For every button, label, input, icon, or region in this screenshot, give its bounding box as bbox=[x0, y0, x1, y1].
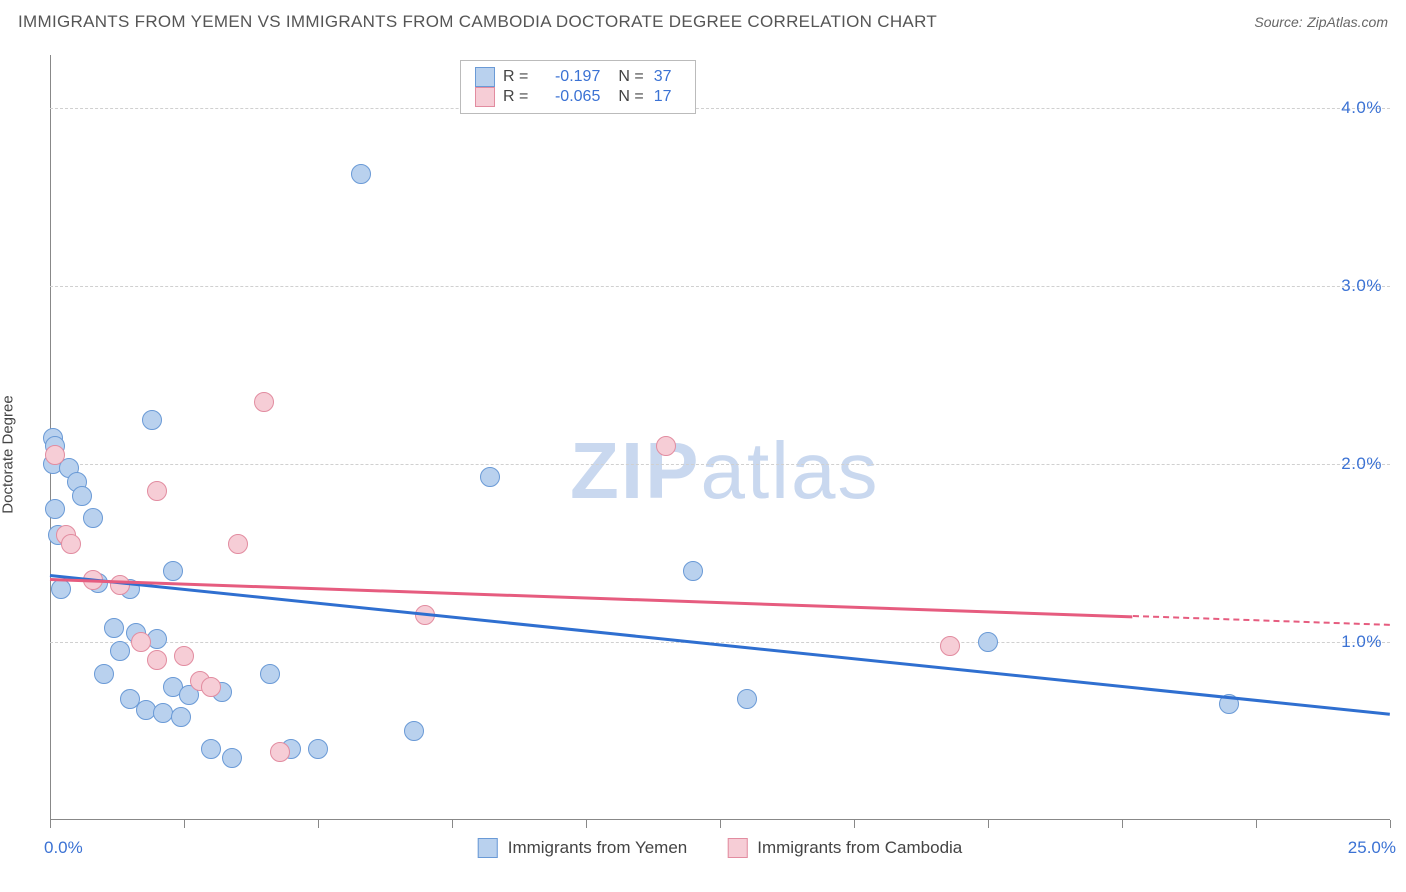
data-point bbox=[201, 677, 221, 697]
data-point bbox=[683, 561, 703, 581]
data-point bbox=[131, 632, 151, 652]
data-point bbox=[147, 481, 167, 501]
trend-line bbox=[50, 574, 1390, 715]
data-point bbox=[83, 508, 103, 528]
correlation-legend: R = -0.197 N = 37 R = -0.065 N = 17 bbox=[460, 60, 696, 114]
x-tick bbox=[586, 820, 587, 828]
x-tick bbox=[318, 820, 319, 828]
series-legend: Immigrants from Yemen Immigrants from Cam… bbox=[478, 838, 963, 858]
n-value: 37 bbox=[654, 68, 672, 86]
gridline bbox=[50, 286, 1390, 287]
data-point bbox=[228, 534, 248, 554]
watermark: ZIPatlas bbox=[570, 425, 879, 517]
r-label: R = bbox=[503, 88, 528, 106]
x-tick bbox=[50, 820, 51, 828]
x-tick bbox=[1256, 820, 1257, 828]
data-point bbox=[254, 392, 274, 412]
data-point bbox=[940, 636, 960, 656]
legend-row: R = -0.065 N = 17 bbox=[475, 87, 681, 107]
data-point bbox=[104, 618, 124, 638]
data-point bbox=[404, 721, 424, 741]
data-point bbox=[94, 664, 114, 684]
data-point bbox=[110, 641, 130, 661]
r-label: R = bbox=[503, 68, 528, 86]
data-point bbox=[260, 664, 280, 684]
x-tick bbox=[1122, 820, 1123, 828]
data-point bbox=[351, 164, 371, 184]
x-tick bbox=[184, 820, 185, 828]
chart-area: ZIPatlas 1.0%2.0%3.0%4.0% 0.0% 25.0% R =… bbox=[50, 55, 1390, 820]
x-tick bbox=[854, 820, 855, 828]
data-point bbox=[480, 467, 500, 487]
n-label: N = bbox=[618, 88, 643, 106]
data-point bbox=[270, 742, 290, 762]
legend-swatch bbox=[475, 67, 495, 87]
r-value: -0.065 bbox=[538, 88, 600, 106]
data-point bbox=[222, 748, 242, 768]
legend-row: R = -0.197 N = 37 bbox=[475, 67, 681, 87]
data-point bbox=[147, 650, 167, 670]
data-point bbox=[171, 707, 191, 727]
legend-swatch bbox=[475, 87, 495, 107]
gridline bbox=[50, 464, 1390, 465]
source-label: Source: bbox=[1254, 14, 1302, 30]
r-value: -0.197 bbox=[538, 68, 600, 86]
x-tick bbox=[452, 820, 453, 828]
y-tick-label: 3.0% bbox=[1341, 276, 1382, 296]
y-tick-label: 1.0% bbox=[1341, 632, 1382, 652]
x-tick bbox=[1390, 820, 1391, 828]
legend-item: Immigrants from Yemen bbox=[478, 838, 688, 858]
legend-swatch bbox=[727, 838, 747, 858]
chart-title: IMMIGRANTS FROM YEMEN VS IMMIGRANTS FROM… bbox=[18, 12, 937, 32]
series-name: Immigrants from Yemen bbox=[508, 838, 688, 858]
data-point bbox=[163, 561, 183, 581]
data-point bbox=[61, 534, 81, 554]
legend-swatch bbox=[478, 838, 498, 858]
data-point bbox=[72, 486, 92, 506]
data-point bbox=[51, 579, 71, 599]
trend-line bbox=[1133, 615, 1390, 626]
data-point bbox=[142, 410, 162, 430]
data-point bbox=[153, 703, 173, 723]
data-point bbox=[45, 499, 65, 519]
y-axis-label: Doctorate Degree bbox=[0, 395, 17, 513]
x-tick bbox=[720, 820, 721, 828]
source: Source: ZipAtlas.com bbox=[1254, 14, 1388, 32]
data-point bbox=[45, 445, 65, 465]
source-name: ZipAtlas.com bbox=[1307, 14, 1388, 30]
y-tick-label: 2.0% bbox=[1341, 454, 1382, 474]
data-point bbox=[656, 436, 676, 456]
data-point bbox=[308, 739, 328, 759]
data-point bbox=[201, 739, 221, 759]
y-tick-label: 4.0% bbox=[1341, 98, 1382, 118]
x-axis-min-label: 0.0% bbox=[44, 838, 83, 858]
n-label: N = bbox=[618, 68, 643, 86]
legend-item: Immigrants from Cambodia bbox=[727, 838, 962, 858]
gridline bbox=[50, 108, 1390, 109]
data-point bbox=[978, 632, 998, 652]
x-tick bbox=[988, 820, 989, 828]
x-axis-max-label: 25.0% bbox=[1348, 838, 1396, 858]
data-point bbox=[110, 575, 130, 595]
series-name: Immigrants from Cambodia bbox=[757, 838, 962, 858]
trend-line bbox=[50, 578, 1133, 618]
data-point bbox=[737, 689, 757, 709]
n-value: 17 bbox=[654, 88, 672, 106]
data-point bbox=[174, 646, 194, 666]
